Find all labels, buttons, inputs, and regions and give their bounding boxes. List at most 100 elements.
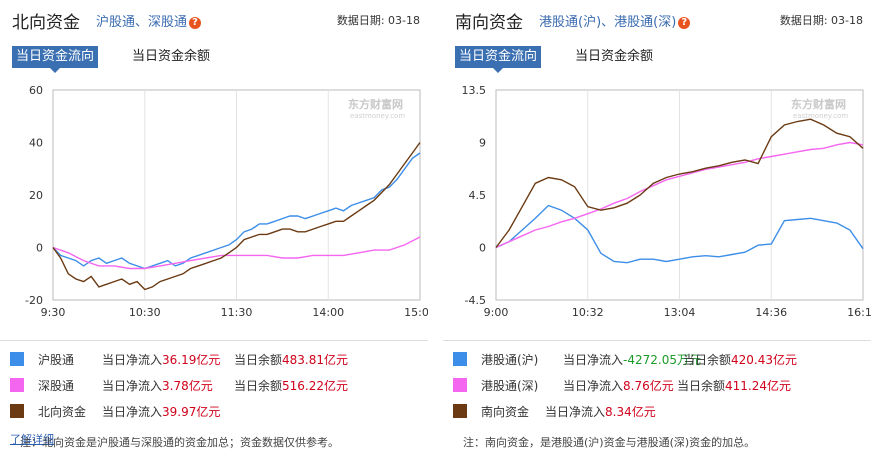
x-tick-label: 9:00 xyxy=(484,306,509,319)
legend-swatch xyxy=(10,378,24,392)
legend-flow: 当日净流入-4272.05万元 xyxy=(563,351,701,368)
tab-balance[interactable]: 当日资金余额 xyxy=(132,49,211,64)
x-tick-label: 16:10 xyxy=(847,306,871,319)
legend-flow: 当日净流入39.97亿元 xyxy=(102,403,220,420)
y-tick-label: 13.5 xyxy=(462,84,487,97)
legend-name: 沪股通 xyxy=(38,353,75,367)
watermark: 东方财富网 xyxy=(348,97,403,111)
flow-value: 8.34亿元 xyxy=(605,405,656,419)
watermark: 东方财富网 xyxy=(791,97,846,111)
note-text: 注：北向资金是沪股通与深股通的资金加总；资金数据仅供参考。 xyxy=(20,436,339,449)
flow-value: 3.78亿元 xyxy=(162,379,213,393)
flow-label: 当日净流入 xyxy=(102,353,163,367)
y-tick-label: 40 xyxy=(29,137,43,150)
legend-swatch xyxy=(453,404,467,418)
legend-row: 港股通(沪) 当日净流入-4272.05万元 当日余额420.43亿元 xyxy=(443,347,871,371)
legend-swatch xyxy=(10,352,24,366)
north-date-label: 数据日期: 03-18 xyxy=(336,14,420,27)
legend-swatch xyxy=(453,352,467,366)
help-icon[interactable]: ? xyxy=(678,17,691,29)
balance-value: 411.24亿元 xyxy=(725,379,792,393)
tab-balance[interactable]: 当日资金余额 xyxy=(575,49,654,64)
south-legend: 港股通(沪) 当日净流入-4272.05万元 当日余额420.43亿元 港股通(… xyxy=(443,341,871,427)
balance-label: 当日余额 xyxy=(683,353,732,367)
series-line xyxy=(52,236,421,270)
series-line xyxy=(52,142,421,291)
legend-name: 港股通(沪) xyxy=(481,353,539,367)
x-tick-label: 10:30 xyxy=(129,306,161,319)
balance-label: 当日余额 xyxy=(234,353,283,367)
y-tick-label: 9 xyxy=(479,137,486,150)
legend-swatch xyxy=(10,404,24,418)
legend-flow: 当日净流入36.19亿元 xyxy=(102,351,220,368)
y-tick-label: -4.5 xyxy=(465,294,486,307)
flow-label: 当日净流入 xyxy=(563,379,624,393)
flow-value: 36.19亿元 xyxy=(162,353,221,367)
south-date-label: 数据日期: 03-18 xyxy=(779,14,863,27)
series-line xyxy=(52,152,421,270)
flow-label: 当日净流入 xyxy=(545,405,606,419)
y-tick-label: 20 xyxy=(29,189,43,202)
north-legend: 沪股通 当日净流入36.19亿元 当日余额483.81亿元 深股通 当日净流入3… xyxy=(0,341,428,427)
balance-label: 当日余额 xyxy=(677,379,726,393)
series-line xyxy=(495,118,864,248)
legend-name: 深股通 xyxy=(38,379,75,393)
y-tick-label: 4.5 xyxy=(469,189,487,202)
divider xyxy=(443,340,871,341)
x-tick-label: 15:00 xyxy=(404,306,428,319)
north-note: 注：北向资金是沪股通与深股通的资金加总；资金数据仅供参考。 了解详细 xyxy=(0,428,428,450)
south-title: 南向资金 xyxy=(455,13,523,33)
balance-value: 483.81亿元 xyxy=(282,353,349,367)
legend-name: 南向资金 xyxy=(481,405,530,419)
y-tick-label: 0 xyxy=(479,242,486,255)
legend-balance: 当日余额516.22亿元 xyxy=(234,377,348,394)
north-header: 北向资金 沪股通、深股通? 数据日期: 03-18 xyxy=(0,0,428,38)
legend-name: 北向资金 xyxy=(38,405,87,419)
x-tick-label: 11:30 xyxy=(221,306,253,319)
legend-row: 深股通 当日净流入3.78亿元 当日余额516.22亿元 xyxy=(0,373,428,397)
legend-flow: 当日净流入8.34亿元 xyxy=(545,403,656,420)
balance-value: 516.22亿元 xyxy=(282,379,349,393)
tab-flow[interactable]: 当日资金流向 xyxy=(12,46,99,73)
legend-row: 南向资金 当日净流入8.34亿元 xyxy=(443,399,871,423)
x-tick-label: 10:32 xyxy=(572,306,604,319)
south-chart: 9:00 10:32 13:04 14:36 16:10 13.5 9 4.5 0 -4.5 东方财… xyxy=(462,84,872,319)
learn-more-link[interactable]: 了解详细 xyxy=(10,433,54,446)
legend-row: 沪股通 当日净流入36.19亿元 当日余额483.81亿元 xyxy=(0,347,428,371)
note-text: 注：南向资金，是港股通(沪)资金与港股通(深)资金的加总。 xyxy=(463,436,756,449)
flow-value: 39.97亿元 xyxy=(162,405,221,419)
balance-value: 420.43亿元 xyxy=(731,353,798,367)
y-tick-label: -20 xyxy=(25,294,43,307)
south-header: 南向资金 港股通(沪)、港股通(深)? 数据日期: 03-18 xyxy=(443,0,871,38)
series-line xyxy=(495,204,864,264)
north-subtitle[interactable]: 沪股通、深股通 xyxy=(96,15,188,30)
x-tick-label: 9:30 xyxy=(41,306,66,319)
legend-balance: 当日余额411.24亿元 xyxy=(677,377,791,394)
watermark-sub: eastmoney.com xyxy=(350,112,405,120)
south-subtitle[interactable]: 港股通(沪)、港股通(深) xyxy=(539,15,677,30)
north-subtitle-group: 沪股通、深股通? xyxy=(96,11,202,30)
south-subtitle-group: 港股通(沪)、港股通(深)? xyxy=(539,11,691,30)
x-tick-label: 14:36 xyxy=(755,306,787,319)
flow-label: 当日净流入 xyxy=(563,353,624,367)
flow-label: 当日净流入 xyxy=(102,379,163,393)
north-panel: 北向资金 沪股通、深股通? 数据日期: 03-18 当日资金流向 当日资金余额 … xyxy=(0,0,428,468)
north-chart: 9:30 10:30 11:30 14:00 15:00 60 40 20 0 -20 东方财富网e… xyxy=(25,84,428,319)
flow-value: -4272.05万元 xyxy=(623,353,701,367)
legend-swatch xyxy=(453,378,467,392)
legend-balance: 当日余额420.43亿元 xyxy=(683,351,797,368)
legend-flow: 当日净流入3.78亿元 xyxy=(102,377,213,394)
legend-name: 港股通(深) xyxy=(481,379,539,393)
x-tick-label: 14:00 xyxy=(312,306,344,319)
legend-flow: 当日净流入8.76亿元 xyxy=(563,377,674,394)
help-icon[interactable]: ? xyxy=(189,17,202,29)
x-tick-label: 13:04 xyxy=(664,306,696,319)
legend-row: 港股通(深) 当日净流入8.76亿元 当日余额411.24亿元 xyxy=(443,373,871,397)
divider xyxy=(0,340,428,341)
flow-label: 当日净流入 xyxy=(102,405,163,419)
balance-label: 当日余额 xyxy=(234,379,283,393)
y-tick-label: 60 xyxy=(29,84,43,97)
tab-flow[interactable]: 当日资金流向 xyxy=(455,46,542,73)
watermark-sub: eastmoney.com xyxy=(793,112,848,120)
legend-balance: 当日余额483.81亿元 xyxy=(234,351,348,368)
